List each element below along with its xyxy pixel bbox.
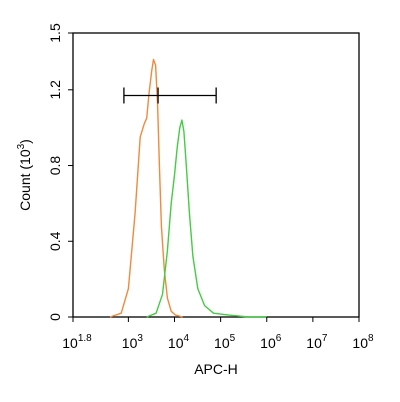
x-tick-label-4: 106 (260, 333, 282, 351)
series-line-1 (109, 58, 183, 318)
gate-marker (123, 87, 217, 104)
x-axis-label: APC-H (194, 361, 238, 377)
series-layer (109, 58, 267, 318)
x-tick-label-2: 104 (168, 333, 190, 351)
y-tick-label-3: 1.2 (47, 80, 63, 100)
y-axis-label: Count (103) (16, 139, 33, 211)
x-tick-label-1: 103 (122, 333, 144, 351)
x-axis-ticks: 101.8 103 104 105 106 107 108 (62, 317, 374, 351)
y-tick-label-2: 0.8 (47, 156, 63, 176)
x-tick-label-0: 101.8 (62, 333, 92, 351)
y-tick-label-0: 0 (47, 313, 63, 321)
series-line-2 (146, 119, 267, 318)
plot-area-frame (72, 32, 360, 318)
x-tick-label-6: 108 (352, 333, 374, 351)
x-tick-label-3: 105 (214, 333, 236, 351)
y-tick-label-1: 0.4 (47, 231, 63, 251)
x-tick-label-5: 107 (306, 333, 328, 351)
y-axis-ticks: 0 0.4 0.8 1.2 1.5 (47, 23, 73, 321)
y-tick-label-4: 1.5 (47, 23, 63, 43)
